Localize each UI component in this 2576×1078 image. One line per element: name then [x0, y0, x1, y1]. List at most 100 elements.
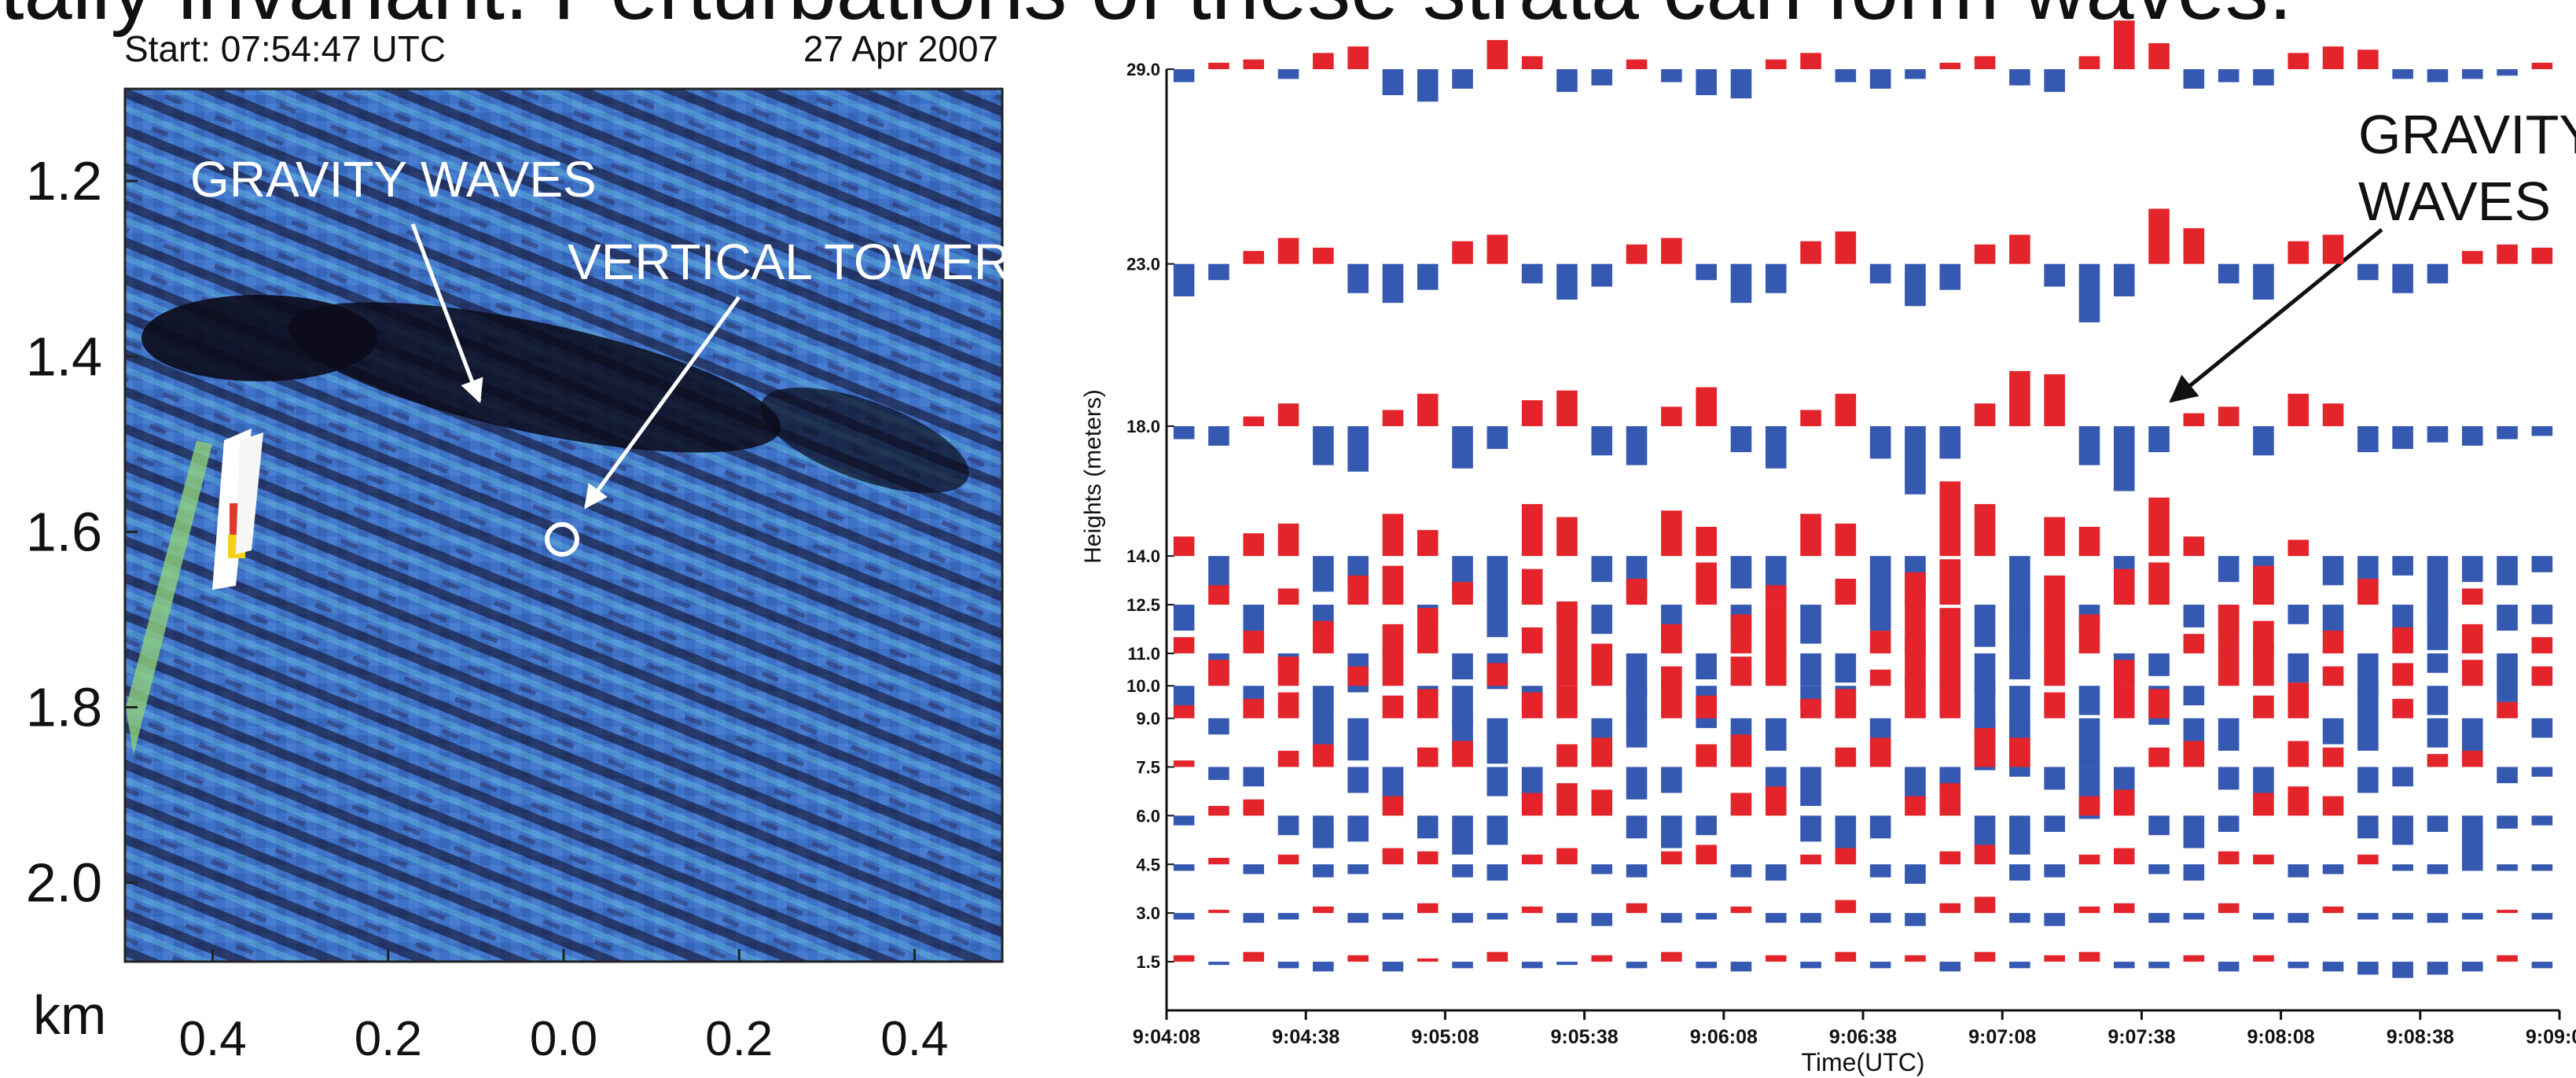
bar — [1556, 601, 1578, 653]
bar — [2078, 686, 2100, 716]
x-tick-label: 0.0 — [530, 1012, 597, 1066]
bar — [1452, 864, 1473, 877]
bar — [1626, 718, 1648, 748]
y-tick-label: 23.0 — [1126, 255, 1160, 274]
bar — [2322, 556, 2344, 586]
bar — [2531, 718, 2553, 738]
bar — [2288, 682, 2310, 719]
bar — [1939, 559, 1961, 605]
y-tick-label: 7.5 — [1136, 757, 1160, 777]
bar — [2253, 793, 2274, 816]
bar — [2531, 666, 2553, 686]
bar — [1173, 815, 1195, 826]
y-tick-label: 1.4 — [26, 326, 102, 387]
bar — [2461, 718, 2483, 754]
bar — [1521, 56, 1543, 69]
bar — [1313, 815, 1334, 848]
y-tick-label: 1.5 — [1136, 952, 1160, 972]
bar — [1730, 906, 1752, 914]
bar — [2427, 815, 2449, 832]
y-tick-label: 2.0 — [26, 852, 102, 914]
bar — [2322, 962, 2344, 972]
bar — [1974, 951, 1996, 962]
annotation: GRAVITY WAVES — [190, 151, 597, 208]
bar — [2531, 556, 2553, 572]
bar — [1382, 695, 1404, 719]
bar — [1208, 62, 1229, 69]
bar — [1556, 848, 1578, 865]
bar — [2288, 913, 2310, 923]
bar — [2322, 864, 2344, 874]
bar — [2357, 854, 2379, 865]
bar — [1730, 864, 1752, 877]
bar — [1417, 263, 1439, 290]
bar — [1452, 653, 1473, 679]
bar — [1696, 744, 1717, 767]
bar — [2531, 62, 2553, 69]
bar — [1277, 692, 1299, 719]
bar — [2497, 244, 2518, 264]
bar — [2461, 556, 2483, 583]
bar — [1347, 666, 1369, 686]
bar — [1869, 669, 1891, 686]
bar — [2183, 955, 2205, 962]
bar — [2427, 426, 2449, 443]
bar — [2357, 50, 2379, 69]
bar — [1556, 962, 1578, 966]
bar — [2322, 906, 2344, 914]
start-time: Start: 07:54:47 UTC — [124, 28, 446, 69]
bar — [2009, 69, 2030, 86]
bar — [2044, 575, 2065, 605]
bar — [1730, 962, 1752, 972]
bar — [1974, 244, 1996, 264]
bar — [1347, 718, 1369, 761]
bar — [2044, 913, 2065, 926]
annotation: WAVES — [2358, 171, 2551, 232]
bar — [2044, 69, 2065, 92]
y-unit: km — [33, 984, 106, 1046]
bar — [2531, 815, 2553, 826]
bar — [1696, 844, 1717, 865]
bar — [2392, 698, 2413, 719]
bar — [2427, 753, 2449, 767]
bar — [2461, 251, 2483, 264]
bar — [1939, 481, 1961, 557]
bar — [1486, 718, 1508, 764]
bar — [1173, 705, 1195, 719]
bar — [1521, 962, 1543, 969]
bar — [2113, 848, 2135, 865]
bar — [2392, 426, 2413, 449]
bar — [2357, 426, 2379, 453]
bar — [2392, 767, 2413, 787]
bar — [1173, 913, 1195, 920]
bar — [2461, 660, 2483, 686]
bar — [1869, 913, 1891, 923]
bar — [1730, 734, 1752, 767]
bar — [2148, 208, 2170, 264]
bar — [2148, 962, 2170, 969]
bar — [1313, 744, 1334, 767]
bar — [1591, 864, 1613, 874]
bar — [1939, 263, 1961, 290]
bar — [2322, 747, 2344, 767]
bar — [1521, 906, 1543, 914]
bar — [1800, 854, 1821, 865]
bar — [2218, 605, 2240, 653]
x-tick-label: 0.4 — [178, 1012, 246, 1066]
y-axis-label: Heights (meters) — [1080, 389, 1106, 564]
bar — [2148, 913, 2170, 923]
bar — [1835, 815, 1857, 852]
bar — [1939, 608, 1961, 653]
bar — [1208, 426, 1229, 446]
bar — [1208, 962, 1229, 966]
bar — [1556, 69, 1578, 92]
bar — [1382, 767, 1404, 800]
y-tick-label: 1.8 — [26, 676, 102, 738]
bar — [2148, 864, 2170, 874]
bar — [2044, 692, 2065, 719]
x-tick-label: 9:08:08 — [2247, 1026, 2315, 1048]
bar — [1243, 799, 1265, 816]
bar — [2218, 851, 2240, 865]
x-tick-label: 9:07:08 — [1968, 1026, 2036, 1048]
bar — [1696, 695, 1717, 719]
